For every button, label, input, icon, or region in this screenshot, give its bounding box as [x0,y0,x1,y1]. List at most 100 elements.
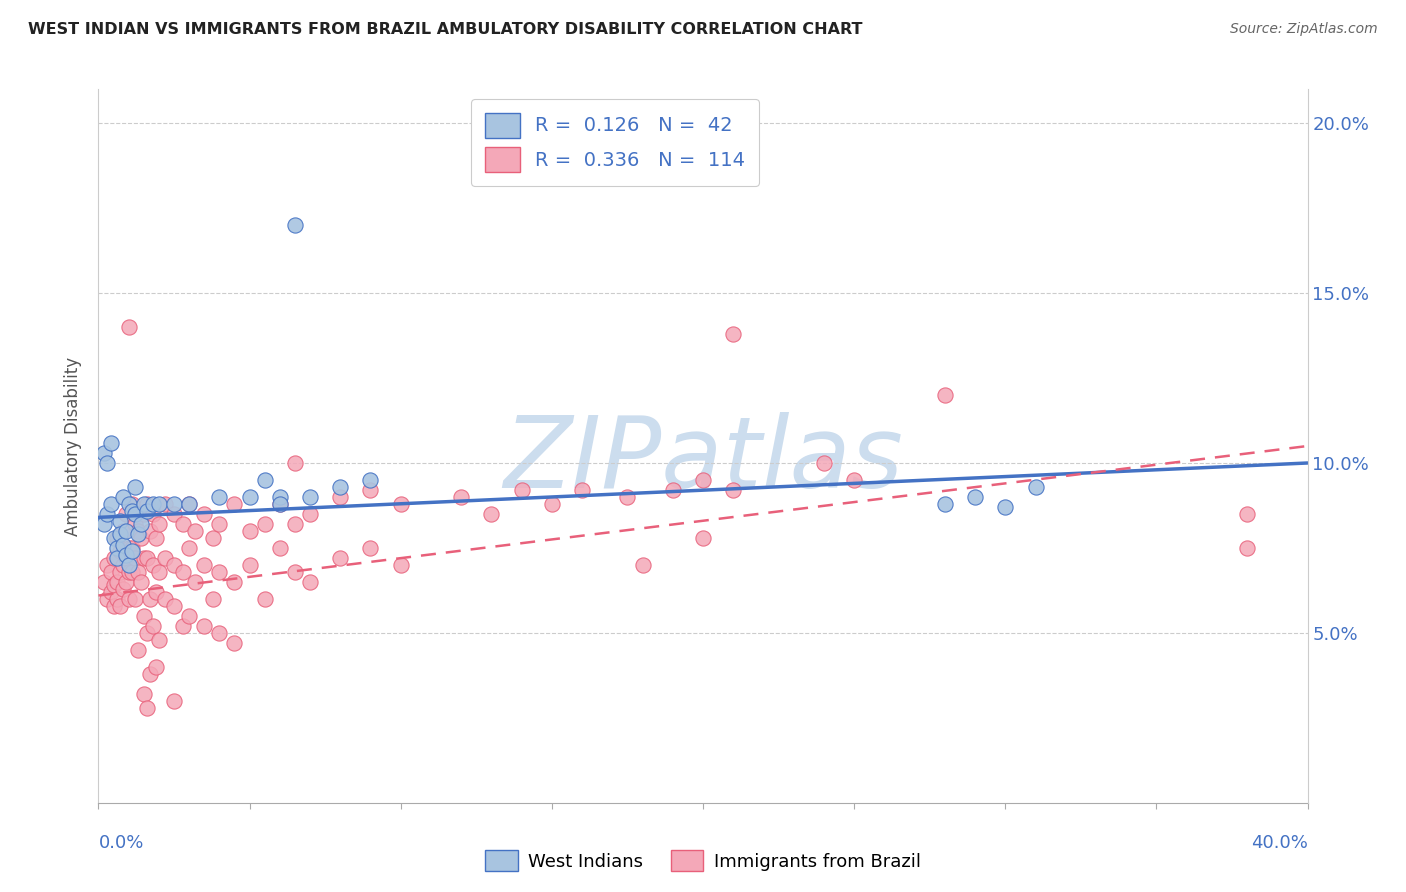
Point [224,574,246,589]
Point [239,524,262,538]
Point [118,541,141,555]
Point [510,483,533,498]
Point [105,551,128,566]
Point [135,551,157,566]
Point [284,456,307,470]
Point [360,541,382,555]
Point [153,497,176,511]
Point [1024,480,1046,494]
Point [481,507,503,521]
Point [118,558,141,572]
Point [965,490,987,504]
Point [129,531,152,545]
Point [239,558,262,572]
Point [163,694,186,708]
Point [142,507,165,521]
Point [103,578,125,592]
Point [253,517,276,532]
Point [208,517,231,532]
Point [389,558,412,572]
Point [202,591,225,606]
Point [121,544,143,558]
Point [93,446,115,460]
Point [124,517,146,532]
Point [360,483,382,498]
Point [127,524,149,538]
Point [202,531,225,545]
Point [163,497,186,511]
Point [662,483,685,498]
Point [124,551,146,566]
Point [118,320,141,334]
Point [994,500,1017,515]
Point [184,574,207,589]
Point [135,497,157,511]
Point [208,626,231,640]
Point [96,558,118,572]
Point [148,517,170,532]
Point [450,490,472,504]
Point [329,551,352,566]
Point [108,599,131,613]
Point [142,558,165,572]
Point [103,551,125,566]
Point [96,456,118,470]
Point [172,565,194,579]
Point [571,483,593,498]
Point [111,537,134,551]
Point [121,503,143,517]
Point [121,497,143,511]
Point [163,599,186,613]
Point [142,497,165,511]
Point [105,541,128,555]
Point [114,574,136,589]
Point [692,473,714,487]
Point [132,497,155,511]
Point [1236,541,1258,555]
Point [193,507,215,521]
Point [269,497,291,511]
Point [193,619,215,633]
Point [329,490,352,504]
Point [934,388,956,402]
Point [124,480,146,494]
Point [114,548,136,562]
Point [284,218,307,232]
Point [114,524,136,538]
Point [127,527,149,541]
Point [844,473,866,487]
Point [540,497,562,511]
Point [100,565,122,579]
Point [111,490,134,504]
Point [124,507,146,521]
Point [124,591,146,606]
Point [284,565,307,579]
Point [179,497,201,511]
Point [163,558,186,572]
Text: 40.0%: 40.0% [1251,834,1308,852]
Point [139,524,162,538]
Point [132,551,155,566]
Point [100,435,122,450]
Point [129,574,152,589]
Point [121,541,143,555]
Point [299,507,322,521]
Text: WEST INDIAN VS IMMIGRANTS FROM BRAZIL AMBULATORY DISABILITY CORRELATION CHART: WEST INDIAN VS IMMIGRANTS FROM BRAZIL AM… [28,22,863,37]
Point [105,591,128,606]
Point [114,507,136,521]
Point [118,591,141,606]
Point [224,497,246,511]
Point [139,591,162,606]
Point [692,531,714,545]
Point [284,517,307,532]
Point [631,558,654,572]
Point [389,497,412,511]
Point [148,632,170,647]
Point [184,524,207,538]
Point [118,565,141,579]
Point [96,507,118,521]
Point [96,591,118,606]
Point [111,558,134,572]
Point [163,507,186,521]
Point [269,541,291,555]
